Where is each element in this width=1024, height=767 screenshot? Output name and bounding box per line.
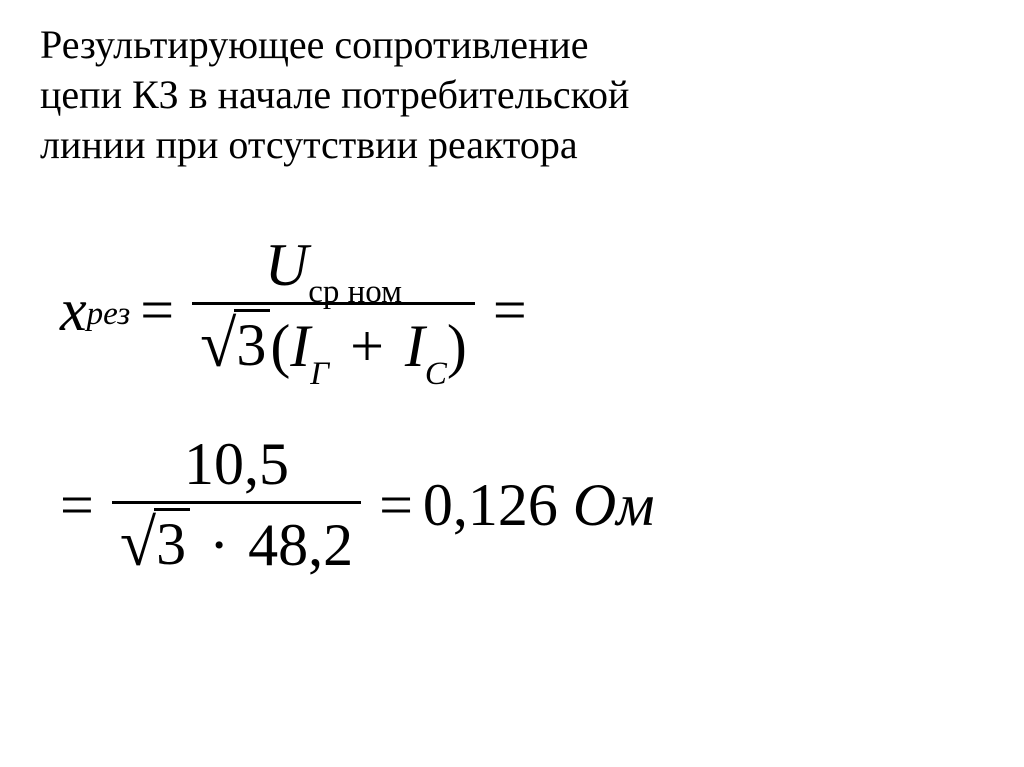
result-unit: Ом: [573, 472, 655, 538]
plus-sign: +: [350, 313, 384, 379]
frac1-den: √ 3 (IГ + IС): [192, 307, 475, 389]
var-x: x: [60, 277, 87, 343]
frac2-bar: [112, 501, 361, 504]
eq-1: =: [140, 277, 174, 343]
paren-open: (: [270, 313, 290, 379]
title-text: Результирующее сопротивление цепи КЗ в н…: [40, 20, 984, 170]
radical-icon: √: [200, 312, 236, 378]
title-line-3: линии при отсутствии реактора: [40, 122, 578, 167]
var-I2: I: [405, 313, 425, 379]
formula-block: x рез = Uср ном √ 3 (IГ + IС) =: [40, 230, 984, 580]
sub-srnom: ср ном: [308, 274, 402, 310]
sqrt1-arg: 3: [234, 309, 270, 378]
sqrt-2: √ 3: [120, 508, 190, 577]
den-48-2: 48,2: [248, 512, 353, 578]
sub-rez: рез: [87, 296, 131, 332]
formula-row-1: x рез = Uср ном √ 3 (IГ + IС) =: [60, 230, 984, 389]
frac1-num: Uср ном: [257, 230, 410, 300]
formula-row-2: = 10,5 √ 3 · 48,2 = 0,126 Ом: [60, 429, 984, 580]
var-I1: I: [290, 313, 310, 379]
sub-G: Г: [310, 356, 329, 392]
eq-4: =: [379, 472, 413, 538]
eq-3: =: [60, 472, 94, 538]
radical-icon-2: √: [120, 511, 156, 577]
eq-2: =: [493, 277, 527, 343]
paren-close: ): [447, 313, 467, 379]
title-line-2: цепи КЗ в начале потребительской: [40, 72, 629, 117]
fraction-2: 10,5 √ 3 · 48,2: [112, 429, 361, 580]
sqrt-1: √ 3: [200, 309, 270, 378]
frac2-den: √ 3 · 48,2: [112, 506, 361, 580]
var-U: U: [265, 232, 308, 298]
title-line-1: Результирующее сопротивление: [40, 22, 589, 67]
frac2-num: 10,5: [176, 429, 297, 499]
result-value: 0,126: [423, 472, 558, 538]
fraction-1: Uср ном √ 3 (IГ + IС): [192, 230, 475, 389]
sqrt2-arg: 3: [154, 508, 190, 577]
sub-C: С: [425, 356, 447, 392]
dot-sign: ·: [209, 512, 229, 578]
